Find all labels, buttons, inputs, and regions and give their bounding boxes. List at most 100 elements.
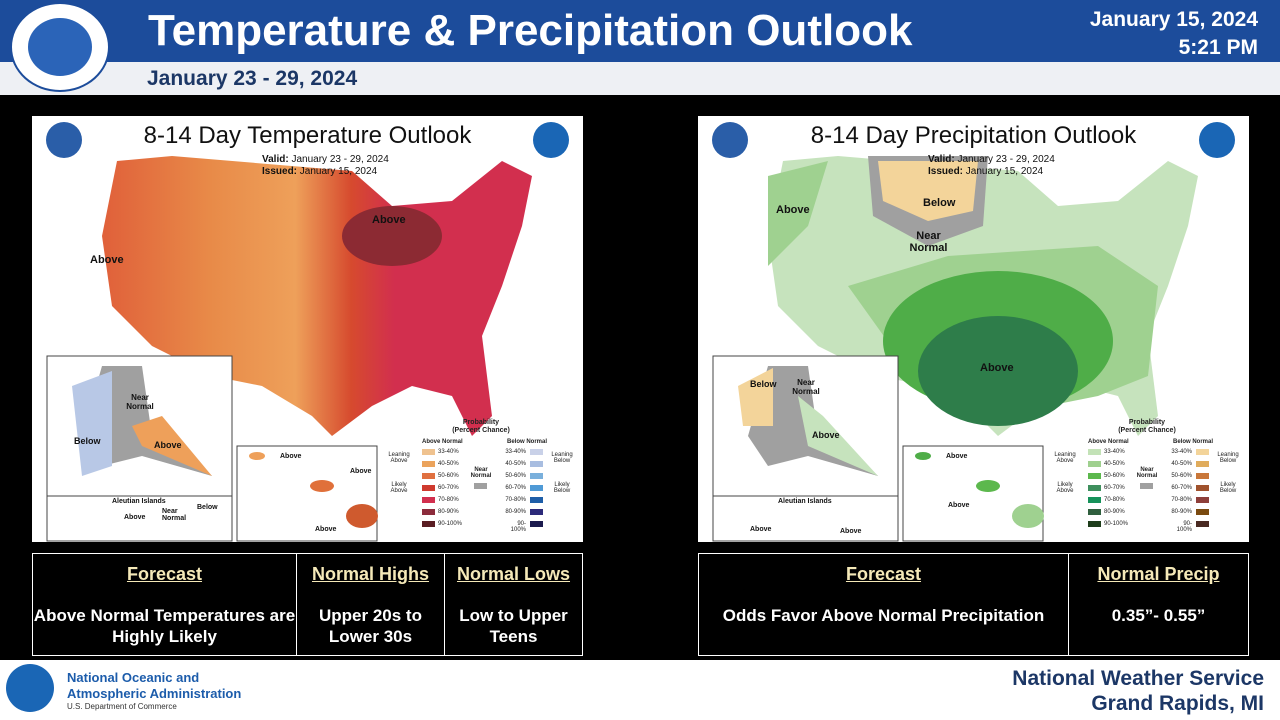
temperature-summary-table: Forecast Above Normal Temperatures are Hi… [32, 553, 583, 656]
legend-swatch-above [422, 509, 435, 515]
legend-swatch-above [1088, 497, 1101, 503]
legend-leaning-below: Leaning Below [551, 452, 573, 464]
normal-precip-cell: Normal Precip 0.35”- 0.55” [1097, 564, 1220, 625]
forecast-cell: Forecast Above Normal Temperatures are Hi… [33, 554, 297, 655]
legend-range: 60-70% [1171, 485, 1192, 491]
precipitation-map-dates: Valid: January 23 - 29, 2024 Issued: Janu… [928, 154, 1055, 177]
legend-above-header: Above Normal [1088, 439, 1129, 445]
legend-likely-below: Likely Below [553, 482, 571, 494]
legend-range: 70-80% [438, 497, 459, 503]
legend-range: 33-40% [1104, 449, 1125, 455]
issue-time: 5:21 PM [1178, 36, 1258, 59]
legend-title: Probability [1128, 419, 1166, 426]
legend-range: 70-80% [505, 497, 526, 503]
legend-range: 50-60% [1171, 473, 1192, 479]
legend-swatch-above [422, 521, 435, 527]
map-label: Below [750, 379, 777, 389]
legend-range: 40-50% [438, 461, 459, 467]
temperature-map-dates: Valid: January 23 - 29, 2024 Issued: Janu… [262, 154, 389, 177]
legend-range: 33-40% [1171, 449, 1192, 455]
legend-swatch-near [474, 483, 487, 489]
legend-range: 40-50% [505, 461, 526, 467]
map-label: Near Normal [162, 508, 187, 522]
precipitation-legend: Probability (Percent Chance) Above Normal… [1048, 419, 1246, 541]
legend-range: 90-100% [1176, 521, 1192, 533]
legend-swatch-above [1088, 461, 1101, 467]
legend-swatch-below [1196, 521, 1209, 527]
legend-swatch-below [530, 497, 543, 503]
legend-swatch-below [530, 473, 543, 479]
map-label: Above [154, 440, 182, 450]
forecast-cell: Forecast Odds Favor Above Normal Precipit… [699, 554, 1069, 655]
legend-range: 90-100% [510, 521, 526, 533]
legend-swatch-above [422, 497, 435, 503]
map-label: Near Normal [126, 393, 154, 411]
legend-leaning-below: Leaning Below [1217, 452, 1239, 464]
noaa-icon [533, 122, 569, 158]
legend-swatch-above [1088, 509, 1101, 515]
office-name: National Weather Service Grand Rapids, MI [1012, 667, 1264, 715]
legend-range: 80-90% [1171, 509, 1192, 515]
precipitation-summary-table: Forecast Odds Favor Above Normal Precipit… [698, 553, 1249, 656]
map-label: Above [840, 528, 862, 535]
map-label: Above [776, 204, 810, 216]
noaa-icon [1199, 122, 1235, 158]
legend-range: 60-70% [505, 485, 526, 491]
legend-swatch-above [1088, 485, 1101, 491]
department: U.S. Department of Commerce [67, 702, 177, 711]
footer: National Oceanic and Atmospheric Administ… [0, 660, 1280, 720]
legend-range: 50-60% [505, 473, 526, 479]
legend-range: 60-70% [1104, 485, 1125, 491]
precipitation-map-graphic [712, 156, 1198, 542]
legend-range: 70-80% [1104, 497, 1125, 503]
legend-swatch-below [530, 509, 543, 515]
legend-likely-above: Likely Above [1056, 482, 1074, 494]
legend-swatch-above [1088, 521, 1101, 527]
legend-range: 60-70% [438, 485, 459, 491]
legend-range: 40-50% [1104, 461, 1125, 467]
map-label: Above [124, 514, 146, 521]
legend-range: 50-60% [1104, 473, 1125, 479]
legend-near-header: Near Normal [1136, 467, 1158, 479]
map-label: Above [372, 214, 406, 226]
map-label: Below [923, 197, 956, 209]
doc-seal-icon [46, 122, 82, 158]
legend-swatch-below [1196, 497, 1209, 503]
legend-swatch-below [530, 485, 543, 491]
map-label: Near Normal [792, 378, 820, 396]
map-label: Above [812, 430, 840, 440]
map-label: Below [197, 504, 218, 511]
legend-swatch-below [1196, 509, 1209, 515]
legend-leaning-above: Leaning Above [1054, 452, 1076, 464]
legend-range: 33-40% [505, 449, 526, 455]
legend-swatch-below [530, 449, 543, 455]
temperature-outlook-map: 8-14 Day Temperature Outlook Valid: Janu… [32, 116, 583, 542]
legend-above-header: Above Normal [422, 439, 463, 445]
legend-subtitle: (Percent Chance) [452, 427, 510, 434]
period-bar: January 23 - 29, 2024 [0, 62, 1280, 95]
legend-swatch-below [530, 461, 543, 467]
legend-likely-above: Likely Above [390, 482, 408, 494]
legend-range: 40-50% [1171, 461, 1192, 467]
precipitation-map-title: 8-14 Day Precipitation Outlook [810, 122, 1137, 149]
legend-swatch-above [1088, 449, 1101, 455]
legend-swatch-below [1196, 473, 1209, 479]
nws-logo [10, 2, 110, 92]
issue-date: January 15, 2024 [1089, 8, 1258, 31]
legend-swatch-above [422, 461, 435, 467]
map-label: Above [980, 362, 1014, 374]
legend-range: 90-100% [438, 521, 463, 527]
outlook-period: January 23 - 29, 2024 [147, 67, 358, 90]
legend-range: 80-90% [438, 509, 459, 515]
map-label: Aleutian Islands [112, 498, 166, 505]
legend-below-header: Below Normal [507, 439, 548, 445]
map-label: Aleutian Islands [778, 498, 832, 505]
legend-swatch-below [1196, 461, 1209, 467]
map-label: Above [750, 526, 772, 533]
legend-swatch-below [530, 521, 543, 527]
legend-swatch-below [1196, 449, 1209, 455]
legend-range: 70-80% [1171, 497, 1192, 503]
normal-highs-cell: Normal Highs Upper 20s to Lower 30s [297, 554, 445, 655]
legend-swatch-above [422, 485, 435, 491]
precipitation-outlook-map: 8-14 Day Precipitation Outlook Valid: Ja… [698, 116, 1249, 542]
